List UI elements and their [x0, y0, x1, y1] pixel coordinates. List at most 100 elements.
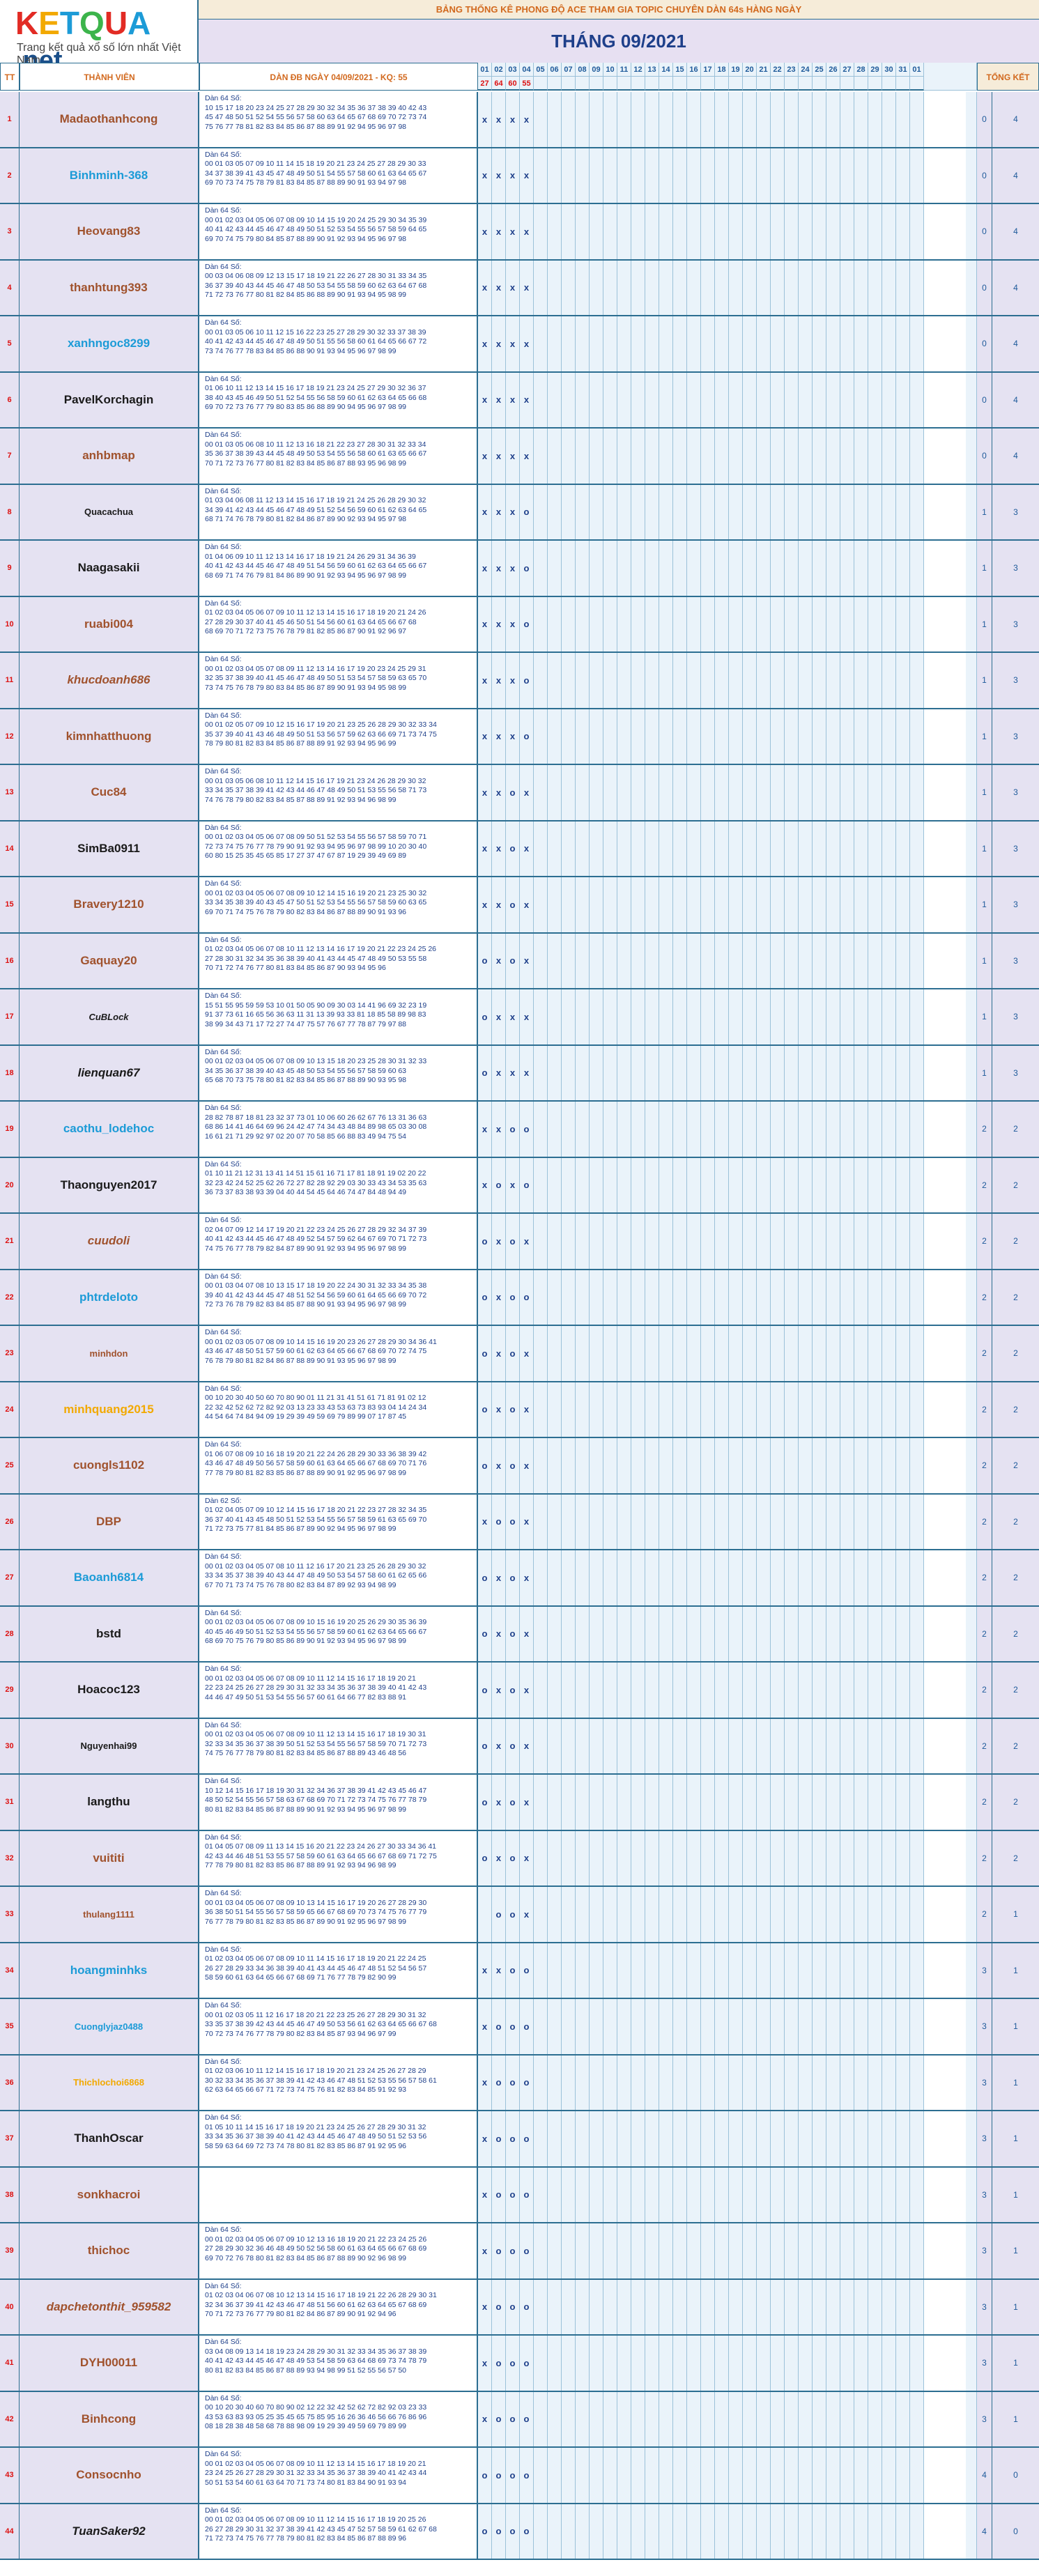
day-mark [590, 2448, 603, 2503]
member-name[interactable]: Quacachua [20, 484, 199, 539]
member-name[interactable]: PavelKorchagin [20, 372, 199, 427]
member-name[interactable]: dapchetonthit_959582 [20, 2279, 199, 2334]
row-number: 22 [0, 1270, 20, 1325]
miss-count: 1 [977, 596, 992, 651]
miss-count: 1 [977, 989, 992, 1044]
day-mark [617, 316, 631, 371]
member-name[interactable]: langthu [20, 1775, 199, 1830]
number-line: 08 18 28 38 48 58 68 78 88 98 09 19 29 3… [205, 2422, 407, 2430]
member-name[interactable]: CuBLock [20, 989, 199, 1044]
member-name[interactable]: hoangminhks [20, 1943, 199, 1998]
member-name[interactable]: phtrdeloto [20, 1270, 199, 1325]
member-name[interactable]: Heovang83 [20, 204, 199, 259]
day-mark [659, 1494, 673, 1549]
day-mark [631, 1718, 645, 1773]
day-mark [785, 1214, 799, 1269]
day-mark [534, 1943, 548, 1998]
member-name[interactable]: Madaothanhcong [20, 92, 199, 147]
member-name[interactable]: Cuonglyjaz0488 [20, 1999, 199, 2054]
row-number: 36 [0, 2055, 20, 2110]
day-mark [715, 709, 729, 764]
member-name[interactable]: kimnhatthuong [20, 709, 199, 764]
day-mark [645, 1663, 659, 1718]
day-mark [534, 1157, 548, 1212]
member-name[interactable]: Naagasakii [20, 541, 199, 596]
member-name[interactable]: SimBa0911 [20, 821, 199, 876]
day-mark [645, 541, 659, 596]
day-mark [534, 1382, 548, 1437]
day-mark [743, 1214, 757, 1269]
member-name[interactable]: Nguyenhai99 [20, 1718, 199, 1773]
day-mark: x [506, 429, 520, 484]
member-name[interactable]: caothu_lodehoc [20, 1102, 199, 1157]
day-mark [631, 204, 645, 259]
member-name[interactable]: Consocnho [20, 2448, 199, 2503]
day-mark [603, 2167, 617, 2222]
member-name[interactable]: vuititi [20, 1830, 199, 1885]
member-name[interactable]: thanhtung393 [20, 260, 199, 315]
member-name[interactable]: DYH00011 [20, 2336, 199, 2391]
member-name[interactable]: lienquan67 [20, 1045, 199, 1100]
day-mark [562, 372, 576, 427]
number-line: 32 35 37 38 39 40 41 45 46 47 48 49 50 5… [205, 674, 427, 682]
number-line: 00 01 02 03 05 07 08 09 10 14 15 16 19 2… [205, 1337, 437, 1346]
day-mark [534, 2167, 548, 2222]
member-name[interactable]: Binhcong [20, 2391, 199, 2446]
member-name[interactable]: anhbmap [20, 429, 199, 484]
day-mark [687, 541, 701, 596]
member-name[interactable]: ThanhOscar [20, 2111, 199, 2166]
day-mark [590, 92, 603, 147]
member-name[interactable]: TuanSaker92 [20, 2504, 199, 2559]
day-mark [771, 2111, 785, 2166]
day-mark: x [478, 372, 492, 427]
day-mark [590, 316, 603, 371]
day-mark [882, 2111, 896, 2166]
member-name[interactable]: thichoc [20, 2223, 199, 2278]
day-mark [659, 877, 673, 932]
member-name[interactable]: Hoacoc123 [20, 1663, 199, 1718]
day-mark [813, 821, 826, 876]
number-line: 72 73 76 78 79 82 83 84 85 87 88 90 91 9… [205, 1300, 407, 1309]
day-mark [785, 1775, 799, 1830]
logo[interactable]: KETQUA.net Trang kết quả xổ số lớn nhất … [0, 0, 199, 75]
member-name[interactable]: Thaonguyen2017 [20, 1157, 199, 1212]
member-name[interactable]: sonkhacroi [20, 2167, 199, 2222]
day-mark [910, 260, 924, 315]
number-line: 68 69 70 71 72 73 75 76 78 79 81 82 85 8… [205, 627, 407, 635]
day-mark [603, 1775, 617, 1830]
number-line: 60 80 15 25 35 45 65 85 17 27 37 47 67 8… [205, 851, 407, 860]
member-name[interactable]: Bravery1210 [20, 877, 199, 932]
member-name[interactable]: Gaquay20 [20, 933, 199, 988]
day-mark [729, 484, 743, 539]
day-mark [603, 1214, 617, 1269]
day-mark [785, 2448, 799, 2503]
member-name[interactable]: Binhminh-368 [20, 148, 199, 203]
member-name[interactable]: Cuc84 [20, 765, 199, 820]
number-set-label: Dàn 64 Số: [205, 2506, 242, 2515]
member-name[interactable]: cuongls1102 [20, 1438, 199, 1493]
member-name[interactable]: Thichlochoi6868 [20, 2055, 199, 2110]
day-mark: o [506, 2279, 520, 2334]
number-line: 62 63 64 65 66 67 71 72 73 74 75 76 81 8… [205, 2085, 407, 2094]
member-name[interactable]: thulang1111 [20, 1887, 199, 1942]
spacer-cell [966, 260, 977, 315]
member-name[interactable]: bstd [20, 1606, 199, 1661]
day-mark [715, 1382, 729, 1437]
day-mark [617, 372, 631, 427]
member-name[interactable]: cuudoli [20, 1214, 199, 1269]
member-name[interactable]: ruabi004 [20, 596, 199, 651]
day-mark [840, 1999, 854, 2054]
member-name[interactable]: minhdon [20, 1326, 199, 1381]
day-mark [896, 2504, 910, 2559]
day-mark [715, 596, 729, 651]
day-mark [576, 2391, 590, 2446]
day-mark [534, 653, 548, 708]
member-name[interactable]: minhquang2015 [20, 1382, 199, 1437]
day-mark [715, 1887, 729, 1942]
member-name[interactable]: Baoanh6814 [20, 1550, 199, 1605]
day-mark [910, 1550, 924, 1605]
member-name[interactable]: khucdoanh686 [20, 653, 199, 708]
member-name[interactable]: xanhngoc8299 [20, 316, 199, 371]
day-mark [548, 1718, 562, 1773]
member-name[interactable]: DBP [20, 1494, 199, 1549]
